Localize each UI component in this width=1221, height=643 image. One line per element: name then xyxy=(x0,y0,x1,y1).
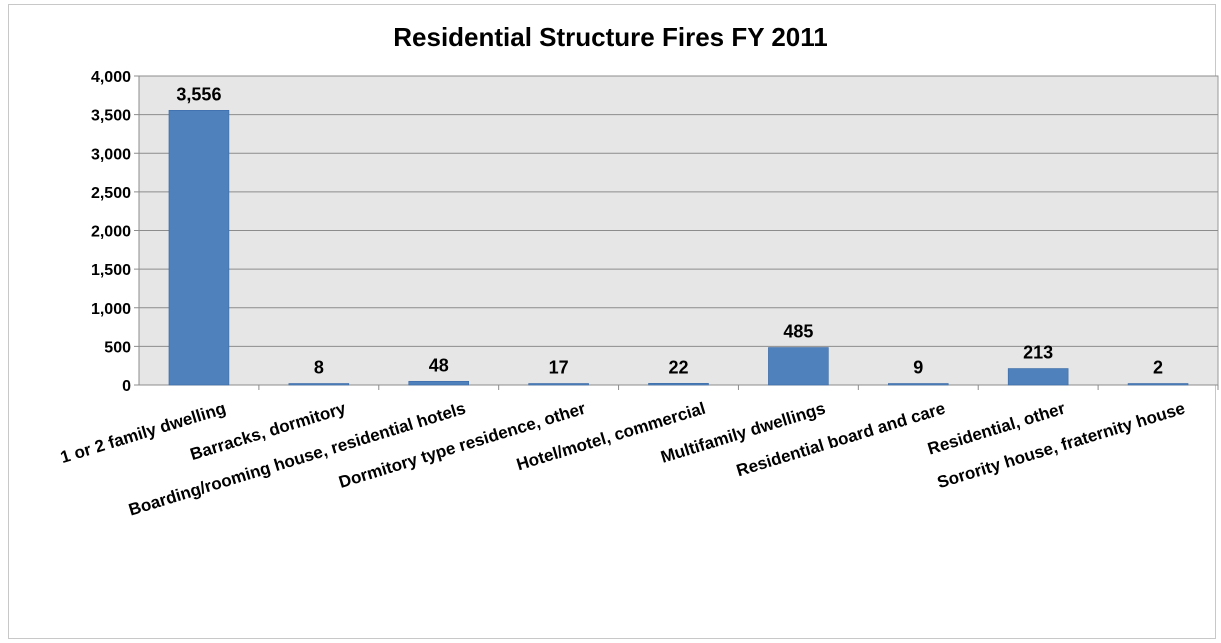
bar xyxy=(1127,383,1189,386)
data-label: 213 xyxy=(1023,343,1053,363)
bar xyxy=(888,383,949,386)
y-tick-label: 4,000 xyxy=(91,69,131,86)
data-label: 17 xyxy=(549,358,569,378)
y-tick-label: 2,500 xyxy=(91,185,131,202)
bar xyxy=(768,347,829,386)
bar xyxy=(288,383,350,386)
y-tick-label: 3,500 xyxy=(91,108,131,125)
bar xyxy=(408,380,469,386)
bar xyxy=(168,109,230,386)
bar xyxy=(648,383,709,386)
bar xyxy=(528,383,589,386)
data-label: 48 xyxy=(429,355,449,375)
y-tick-label: 2,000 xyxy=(91,224,131,241)
data-label: 485 xyxy=(783,322,813,342)
data-label: 22 xyxy=(668,357,688,377)
y-tick-label: 3,000 xyxy=(91,146,131,163)
data-label: 3,556 xyxy=(176,84,221,104)
data-label: 8 xyxy=(314,358,324,378)
chart-title: Residential Structure Fires FY 2011 xyxy=(393,22,828,52)
x-tick-label: Residential board and care xyxy=(734,399,947,481)
y-tick-label: 1,500 xyxy=(91,262,131,279)
y-tick-label: 0 xyxy=(122,378,131,395)
data-label: 9 xyxy=(913,358,923,378)
y-tick-label: 500 xyxy=(104,339,131,356)
data-label: 2 xyxy=(1153,358,1163,378)
y-tick-label: 1,000 xyxy=(91,301,131,318)
bar xyxy=(1007,368,1069,386)
